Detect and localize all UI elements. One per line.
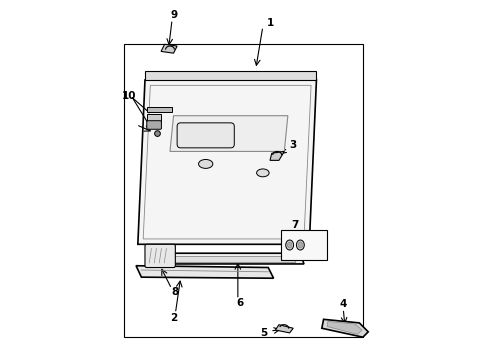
Ellipse shape	[198, 159, 213, 168]
Polygon shape	[138, 80, 317, 244]
Polygon shape	[170, 116, 288, 152]
Ellipse shape	[288, 242, 292, 248]
Polygon shape	[322, 319, 368, 337]
Bar	[147, 107, 172, 112]
FancyBboxPatch shape	[145, 244, 175, 267]
Polygon shape	[270, 152, 284, 160]
Polygon shape	[275, 325, 293, 333]
Ellipse shape	[296, 240, 304, 250]
Bar	[145, 71, 317, 80]
Text: 2: 2	[170, 312, 177, 323]
Polygon shape	[147, 253, 304, 264]
Bar	[147, 114, 161, 123]
FancyBboxPatch shape	[147, 121, 161, 129]
Circle shape	[155, 131, 160, 136]
FancyBboxPatch shape	[177, 123, 234, 148]
Text: 4: 4	[340, 299, 347, 309]
Text: 3: 3	[289, 140, 296, 150]
Ellipse shape	[257, 169, 269, 177]
Text: 9: 9	[171, 10, 178, 20]
Polygon shape	[327, 321, 362, 334]
Text: 1: 1	[267, 18, 273, 28]
Bar	[123, 44, 363, 337]
Polygon shape	[136, 266, 273, 278]
Text: 6: 6	[237, 298, 244, 308]
Text: 7: 7	[292, 220, 299, 230]
Polygon shape	[161, 44, 177, 53]
Text: 5: 5	[260, 328, 267, 338]
Ellipse shape	[286, 240, 294, 250]
Bar	[152, 256, 295, 262]
Text: 8: 8	[171, 287, 178, 297]
Ellipse shape	[298, 242, 302, 248]
Text: 10: 10	[122, 91, 136, 101]
Bar	[281, 230, 327, 260]
